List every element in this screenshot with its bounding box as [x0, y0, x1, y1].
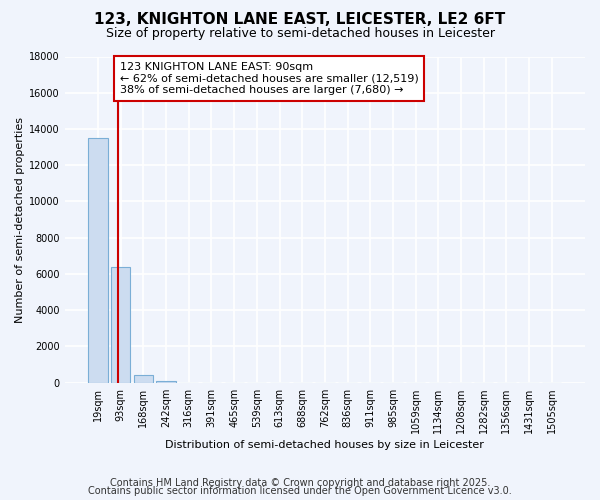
Text: 123 KNIGHTON LANE EAST: 90sqm
← 62% of semi-detached houses are smaller (12,519): 123 KNIGHTON LANE EAST: 90sqm ← 62% of s…: [119, 62, 418, 95]
Bar: [157, 381, 176, 382]
Text: 123, KNIGHTON LANE EAST, LEICESTER, LE2 6FT: 123, KNIGHTON LANE EAST, LEICESTER, LE2 …: [94, 12, 506, 28]
Text: Contains HM Land Registry data © Crown copyright and database right 2025.: Contains HM Land Registry data © Crown c…: [110, 478, 490, 488]
Bar: [111, 266, 130, 382]
Text: Size of property relative to semi-detached houses in Leicester: Size of property relative to semi-detach…: [106, 28, 494, 40]
X-axis label: Distribution of semi-detached houses by size in Leicester: Distribution of semi-detached houses by …: [166, 440, 484, 450]
Text: Contains public sector information licensed under the Open Government Licence v3: Contains public sector information licen…: [88, 486, 512, 496]
Bar: [88, 138, 108, 382]
Bar: [134, 376, 153, 382]
Y-axis label: Number of semi-detached properties: Number of semi-detached properties: [15, 116, 25, 322]
